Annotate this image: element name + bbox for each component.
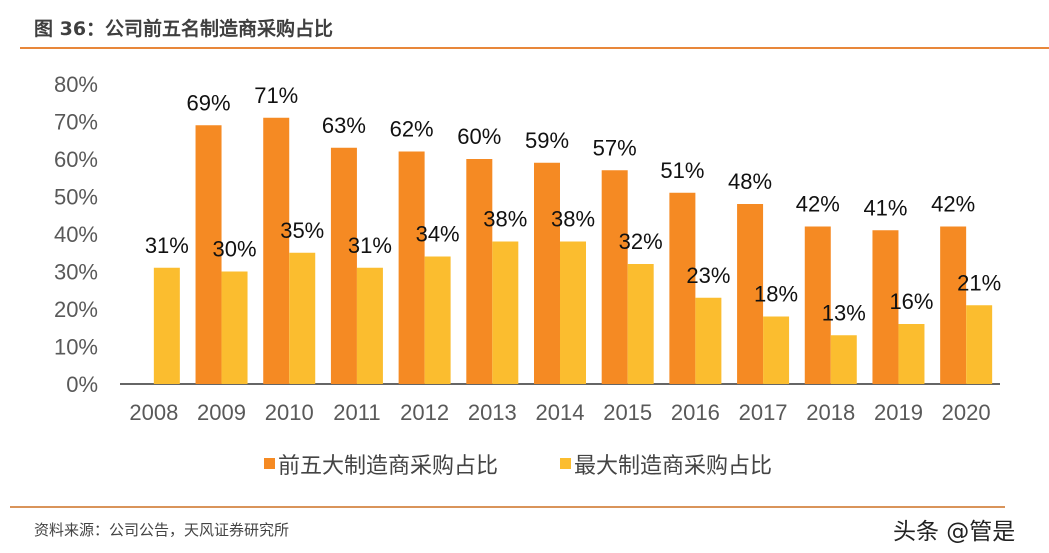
data-label: 35% bbox=[280, 218, 324, 243]
x-tick-label: 2009 bbox=[197, 400, 246, 425]
bar-top5 bbox=[737, 204, 764, 384]
y-tick-label: 10% bbox=[54, 335, 98, 360]
data-label: 41% bbox=[863, 195, 907, 220]
bar-top5 bbox=[601, 170, 628, 384]
data-label: 42% bbox=[796, 192, 840, 217]
data-label: 69% bbox=[187, 90, 231, 115]
title-divider bbox=[20, 47, 1049, 49]
bar-top5 bbox=[872, 230, 899, 384]
x-tick-label: 2012 bbox=[400, 400, 449, 425]
bar-top5 bbox=[330, 147, 357, 384]
bar-top5 bbox=[398, 151, 425, 384]
watermark: 头条 @管是 bbox=[893, 519, 1016, 545]
bar-top5 bbox=[263, 117, 290, 384]
bar-largest bbox=[763, 316, 790, 384]
legend-swatch bbox=[560, 458, 571, 469]
bar-top5 bbox=[195, 125, 222, 384]
data-label: 62% bbox=[390, 117, 434, 142]
footer-divider bbox=[10, 506, 1005, 508]
legend-label: 前五大制造商采购占比 bbox=[278, 454, 498, 479]
data-label: 57% bbox=[593, 135, 637, 160]
x-tick-label: 2010 bbox=[265, 400, 314, 425]
legend-swatch bbox=[264, 458, 275, 469]
x-tick-label: 2008 bbox=[129, 400, 178, 425]
data-label: 34% bbox=[416, 222, 460, 247]
y-tick-label: 70% bbox=[54, 110, 98, 135]
data-label: 31% bbox=[145, 233, 189, 258]
bar-largest bbox=[830, 335, 857, 384]
y-tick-label: 40% bbox=[54, 222, 98, 247]
data-label: 18% bbox=[754, 282, 798, 307]
y-tick-label: 80% bbox=[54, 72, 98, 97]
bar-largest bbox=[424, 256, 451, 384]
bar-largest bbox=[153, 267, 180, 384]
x-tick-label: 2019 bbox=[874, 400, 923, 425]
bar-top5 bbox=[669, 192, 696, 384]
y-tick-label: 60% bbox=[54, 147, 98, 172]
data-label: 59% bbox=[525, 128, 569, 153]
data-label: 13% bbox=[822, 300, 866, 325]
data-label: 31% bbox=[348, 233, 392, 258]
bar-largest bbox=[560, 241, 586, 384]
x-tick-label: 2013 bbox=[468, 400, 517, 425]
bar-largest bbox=[289, 252, 316, 384]
data-label: 51% bbox=[660, 158, 704, 183]
bar-top5 bbox=[534, 162, 560, 384]
data-label: 38% bbox=[551, 207, 595, 232]
x-tick-label: 2017 bbox=[739, 400, 788, 425]
source-note: 资料来源：公司公告，天风证券研究所 bbox=[34, 521, 290, 539]
legend-label: 最大制造商采购占比 bbox=[574, 454, 772, 479]
x-tick-label: 2011 bbox=[333, 400, 380, 425]
bar-top5 bbox=[804, 226, 831, 384]
bar-largest bbox=[695, 297, 722, 384]
data-label: 42% bbox=[931, 192, 975, 217]
y-tick-label: 50% bbox=[54, 185, 98, 210]
bar-largest bbox=[492, 241, 519, 384]
data-label: 48% bbox=[728, 169, 772, 194]
data-label: 38% bbox=[483, 207, 527, 232]
x-tick-label: 2020 bbox=[942, 400, 991, 425]
data-label: 23% bbox=[686, 263, 730, 288]
data-label: 71% bbox=[254, 83, 298, 108]
y-tick-label: 20% bbox=[54, 297, 98, 322]
bar-largest bbox=[356, 267, 383, 384]
x-tick-label: 2014 bbox=[536, 400, 585, 425]
bar-largest bbox=[221, 271, 248, 384]
data-label: 63% bbox=[322, 113, 366, 138]
bar-top5 bbox=[466, 159, 493, 384]
figure-title: 图 36：公司前五名制造商采购占比 bbox=[34, 18, 334, 40]
bar-largest bbox=[627, 264, 654, 384]
bar-top5 bbox=[940, 226, 967, 384]
data-label: 32% bbox=[619, 229, 663, 254]
x-tick-label: 2015 bbox=[603, 400, 652, 425]
y-tick-label: 0% bbox=[66, 372, 98, 397]
bar-largest bbox=[966, 305, 993, 384]
x-tick-label: 2016 bbox=[671, 400, 720, 425]
data-label: 30% bbox=[213, 237, 257, 262]
data-label: 21% bbox=[957, 270, 1001, 295]
x-tick-label: 2018 bbox=[806, 400, 855, 425]
data-label: 16% bbox=[889, 289, 933, 314]
data-label: 60% bbox=[457, 124, 501, 149]
y-tick-label: 30% bbox=[54, 260, 98, 285]
bar-largest bbox=[898, 324, 925, 384]
